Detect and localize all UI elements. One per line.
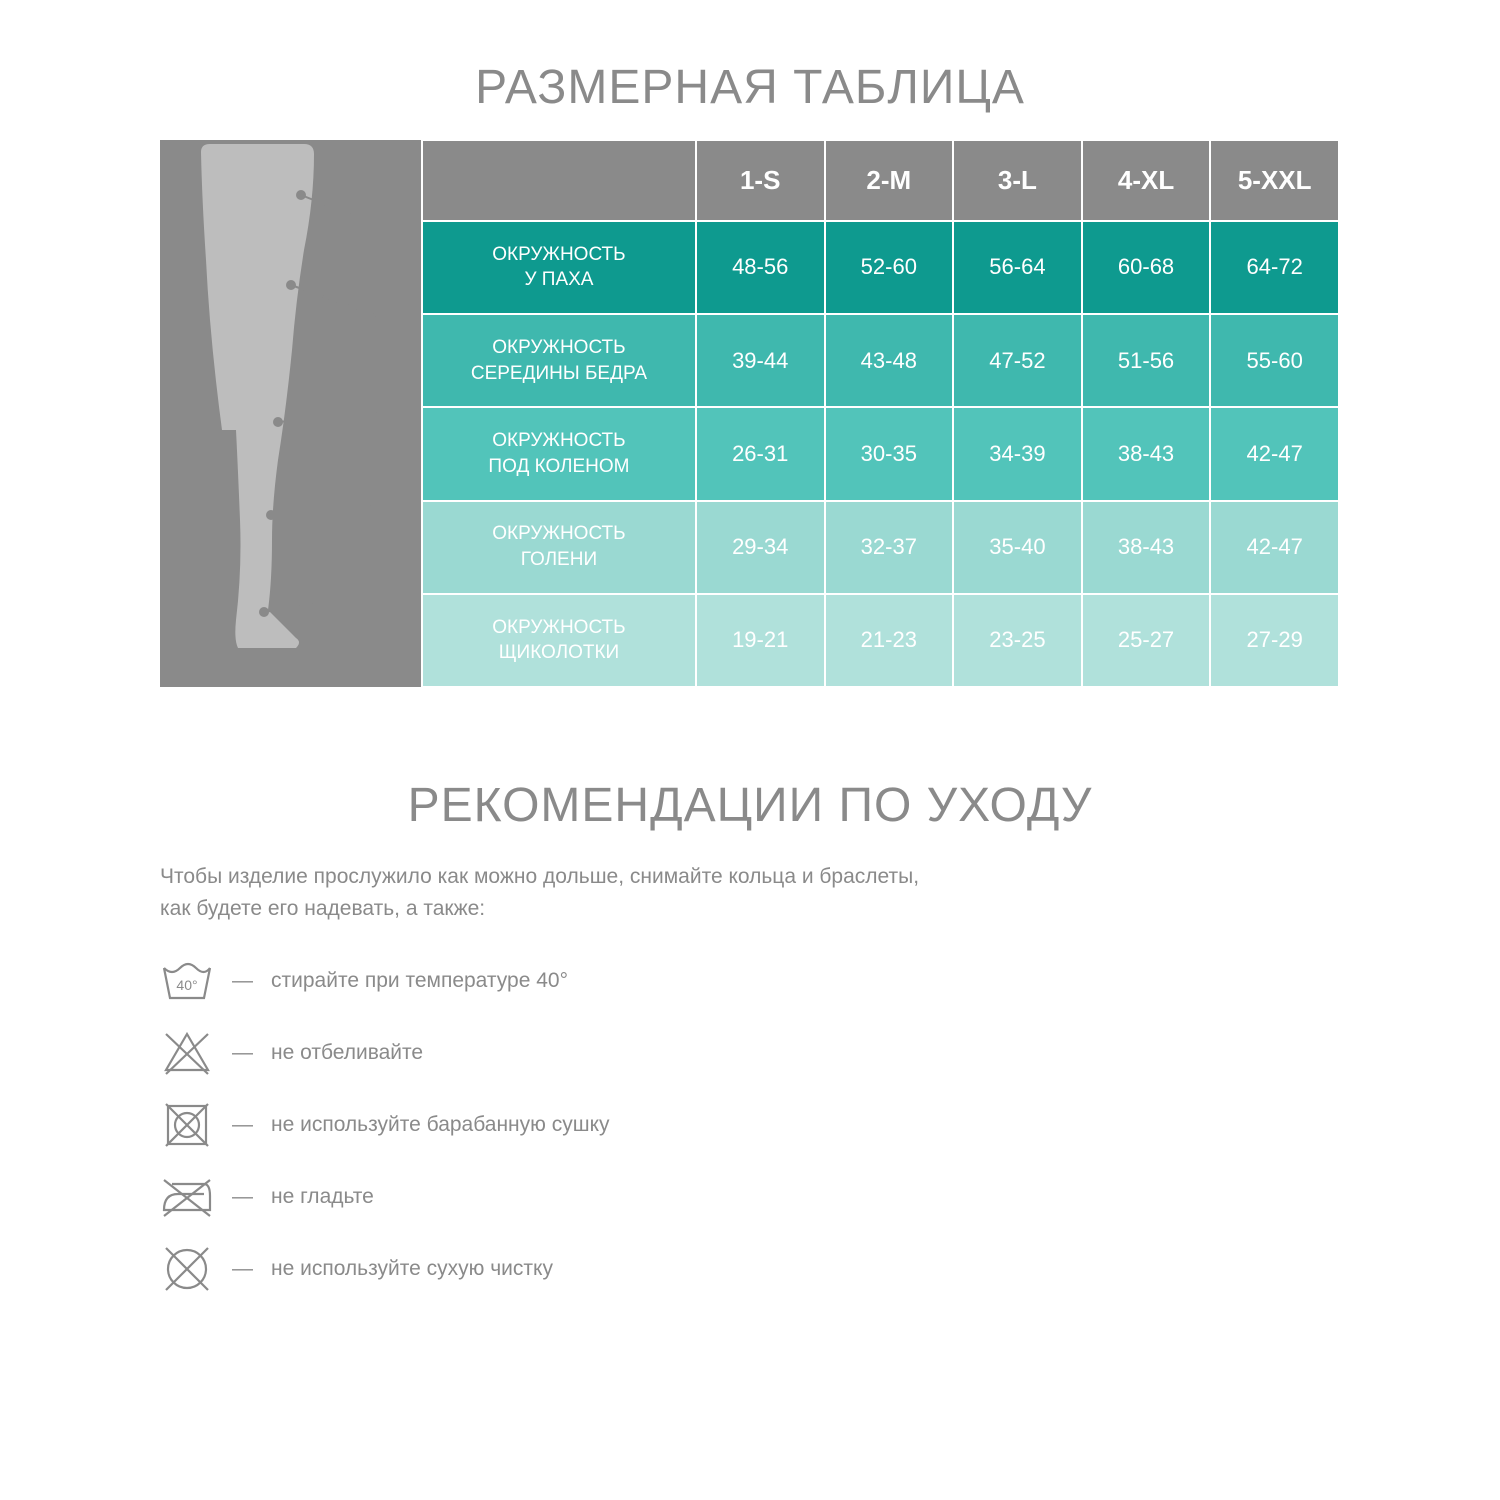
row-label: ОКРУЖНОСТЬЩИКОЛОТКИ xyxy=(422,594,696,687)
row-value: 42-47 xyxy=(1210,407,1339,500)
size-table: 1-S 2-M 3-L 4-XL 5-XXL ОКРУЖНОСТЬУ ПАХА … xyxy=(160,139,1340,688)
row-label: ОКРУЖНОСТЬСЕРЕДИНЫ БЕДРА xyxy=(422,314,696,407)
row-value: 19-21 xyxy=(696,594,825,687)
care-item: 40° — стирайте при температуре 40° xyxy=(160,954,1340,1008)
no-dryclean-icon xyxy=(160,1242,214,1296)
care-title: РЕКОМЕНДАЦИИ ПО УХОДУ xyxy=(160,778,1340,833)
row-value: 34-39 xyxy=(953,407,1082,500)
care-dash: — xyxy=(232,1257,253,1281)
row-value: 21-23 xyxy=(825,594,954,687)
row-value: 52-60 xyxy=(825,221,954,314)
care-dash: — xyxy=(232,969,253,993)
care-intro: Чтобы изделие прослужило как можно дольш… xyxy=(160,861,1340,924)
care-text: не используйте сухую чистку xyxy=(271,1257,553,1281)
no-tumble-dry-icon xyxy=(160,1098,214,1152)
leg-diagram-icon xyxy=(186,140,396,680)
row-value: 26-31 xyxy=(696,407,825,500)
row-value: 25-27 xyxy=(1082,594,1211,687)
row-value: 56-64 xyxy=(953,221,1082,314)
wash-40-icon: 40° xyxy=(160,954,214,1008)
row-value: 35-40 xyxy=(953,501,1082,594)
size-col-1: 2-M xyxy=(825,140,954,221)
row-value: 38-43 xyxy=(1082,407,1211,500)
svg-text:40°: 40° xyxy=(176,977,197,993)
care-list: 40° — стирайте при температуре 40° — не … xyxy=(160,954,1340,1296)
row-label: ОКРУЖНОСТЬГОЛЕНИ xyxy=(422,501,696,594)
care-item: — не гладьте xyxy=(160,1170,1340,1224)
row-label: ОКРУЖНОСТЬУ ПАХА xyxy=(422,221,696,314)
size-col-0: 1-S xyxy=(696,140,825,221)
row-label: ОКРУЖНОСТЬПОД КОЛЕНОМ xyxy=(422,407,696,500)
care-dash: — xyxy=(232,1041,253,1065)
row-value: 47-52 xyxy=(953,314,1082,407)
care-item: — не используйте барабанную сушку xyxy=(160,1098,1340,1152)
row-value: 60-68 xyxy=(1082,221,1211,314)
row-value: 55-60 xyxy=(1210,314,1339,407)
row-value: 38-43 xyxy=(1082,501,1211,594)
no-bleach-icon xyxy=(160,1026,214,1080)
size-col-4: 5-XXL xyxy=(1210,140,1339,221)
size-col-3: 4-XL xyxy=(1082,140,1211,221)
care-dash: — xyxy=(232,1113,253,1137)
no-iron-icon xyxy=(160,1170,214,1224)
care-text: не гладьте xyxy=(271,1185,374,1209)
row-value: 64-72 xyxy=(1210,221,1339,314)
care-text: не отбеливайте xyxy=(271,1041,423,1065)
row-value: 32-37 xyxy=(825,501,954,594)
row-value: 39-44 xyxy=(696,314,825,407)
row-value: 23-25 xyxy=(953,594,1082,687)
row-value: 48-56 xyxy=(696,221,825,314)
row-value: 51-56 xyxy=(1082,314,1211,407)
care-dash: — xyxy=(232,1185,253,1209)
care-item: — не используйте сухую чистку xyxy=(160,1242,1340,1296)
row-value: 42-47 xyxy=(1210,501,1339,594)
row-value: 43-48 xyxy=(825,314,954,407)
row-value: 30-35 xyxy=(825,407,954,500)
row-value: 29-34 xyxy=(696,501,825,594)
care-item: — не отбеливайте xyxy=(160,1026,1340,1080)
size-table-title: РАЗМЕРНАЯ ТАБЛИЦА xyxy=(160,60,1340,115)
row-value: 27-29 xyxy=(1210,594,1339,687)
size-table-header-row: 1-S 2-M 3-L 4-XL 5-XXL xyxy=(160,140,1339,221)
care-text: не используйте барабанную сушку xyxy=(271,1113,610,1137)
leg-diagram-cell xyxy=(160,140,422,687)
care-text: стирайте при температуре 40° xyxy=(271,969,568,993)
size-col-2: 3-L xyxy=(953,140,1082,221)
leg-silhouette xyxy=(201,144,314,648)
header-blank xyxy=(422,140,696,221)
